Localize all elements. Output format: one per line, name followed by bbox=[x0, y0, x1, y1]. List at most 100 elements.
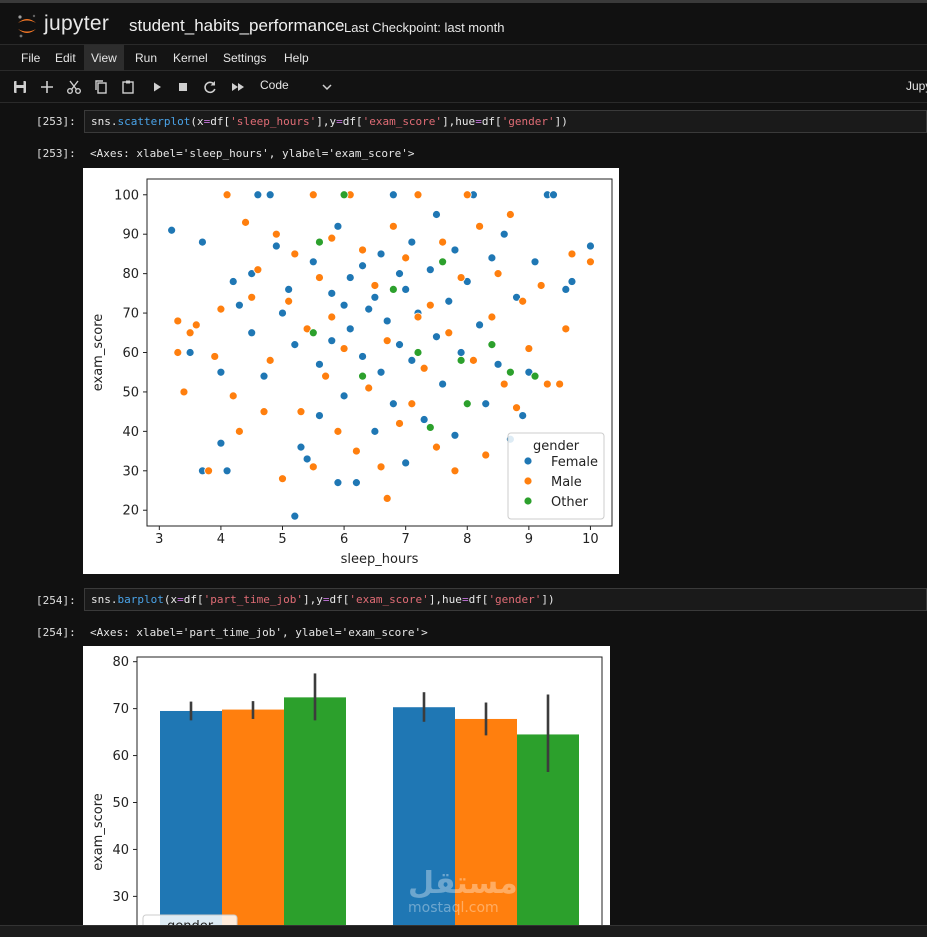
scatter-point bbox=[185, 328, 195, 338]
cell-type-select[interactable]: Code bbox=[260, 78, 289, 92]
scatter-point bbox=[432, 332, 441, 342]
chevron-down-icon[interactable] bbox=[320, 79, 334, 93]
scatter-point bbox=[173, 316, 183, 326]
scatter-point bbox=[339, 300, 349, 310]
scatter-point bbox=[370, 426, 380, 436]
scatter-point bbox=[487, 312, 497, 322]
notebook-title[interactable]: student_habits_performance bbox=[129, 16, 345, 35]
scatter-point bbox=[518, 411, 528, 420]
notebook-area: [253]: sns.scatterplot(x=df['sleep_hours… bbox=[0, 103, 927, 925]
menu-file[interactable]: File bbox=[21, 51, 41, 65]
y-tick-label: 50 bbox=[122, 385, 139, 400]
scatter-point bbox=[358, 371, 367, 381]
scatter-point bbox=[290, 340, 300, 350]
kernel-label[interactable]: Jupy bbox=[906, 79, 927, 93]
plus-icon[interactable] bbox=[37, 77, 57, 97]
scatter-point bbox=[247, 292, 257, 302]
scatter-point bbox=[278, 308, 287, 318]
legend-title: gender bbox=[533, 439, 580, 454]
y-tick-label: 30 bbox=[122, 464, 139, 479]
menu-kernel[interactable]: Kernel bbox=[173, 51, 208, 65]
scatter-point bbox=[536, 281, 546, 290]
scatter-point bbox=[234, 426, 244, 436]
scatter-point bbox=[259, 407, 269, 417]
scatter-plot: 3 4 5 6 7 8 9 10 20 30 40 50 60 70 80 90 100 sleep_hours e… bbox=[83, 168, 619, 574]
legend-marker bbox=[523, 476, 533, 486]
scatter-point bbox=[308, 328, 318, 338]
scatter-point bbox=[265, 190, 275, 200]
scissors-icon[interactable] bbox=[64, 77, 84, 97]
x-tick-label: 10 bbox=[582, 532, 599, 547]
code-cell-input[interactable]: sns.scatterplot(x=df['sleep_hours'],y=df… bbox=[84, 110, 927, 133]
scatter-point bbox=[469, 355, 478, 365]
scatter-point bbox=[499, 229, 509, 239]
scatter-point bbox=[339, 344, 349, 353]
scatter-point bbox=[512, 403, 521, 413]
scatter-point bbox=[401, 285, 411, 294]
restart-icon[interactable] bbox=[200, 77, 220, 97]
jupyter-logo-icon[interactable] bbox=[16, 12, 38, 40]
scatter-point bbox=[321, 371, 331, 381]
scatter-point bbox=[382, 493, 392, 503]
code-cell-input[interactable]: sns.barplot(x=df['part_time_job'],y=df['… bbox=[84, 588, 927, 611]
fast-forward-icon[interactable] bbox=[228, 77, 248, 97]
scatter-point bbox=[425, 423, 435, 432]
run-icon[interactable] bbox=[147, 77, 167, 97]
code-text: sns.barplot(x=df['part_time_job'],y=df['… bbox=[91, 593, 555, 606]
x-tick-label: 6 bbox=[340, 532, 348, 547]
menu-edit[interactable]: Edit bbox=[55, 51, 76, 65]
stop-icon[interactable] bbox=[173, 77, 193, 97]
scatter-point bbox=[247, 328, 257, 338]
copy-icon[interactable] bbox=[91, 77, 111, 97]
scatter-points bbox=[167, 190, 595, 521]
scatter-point bbox=[499, 379, 509, 389]
x-axis-label: sleep_hours bbox=[341, 552, 419, 567]
y-tick-label: 50 bbox=[112, 796, 129, 811]
save-icon[interactable] bbox=[10, 77, 30, 97]
scatter-point bbox=[401, 253, 411, 263]
scatter-point bbox=[228, 391, 238, 401]
scatter-point bbox=[475, 221, 484, 231]
scatter-point bbox=[419, 363, 429, 373]
scatter-point bbox=[425, 265, 435, 275]
scatter-point bbox=[487, 253, 497, 263]
menu-run[interactable]: Run bbox=[135, 51, 158, 65]
x-tick-label: 8 bbox=[463, 532, 471, 547]
x-tick-label: 5 bbox=[278, 532, 286, 547]
legend-entry: Female bbox=[551, 455, 598, 470]
input-prompt: [254]: bbox=[36, 594, 76, 607]
scatter-point bbox=[222, 190, 232, 200]
scatter-point bbox=[382, 316, 392, 326]
scatter-point bbox=[308, 462, 318, 472]
scatter-point bbox=[358, 261, 367, 271]
scatter-point bbox=[290, 511, 300, 521]
bar bbox=[455, 718, 517, 925]
paste-icon[interactable] bbox=[118, 77, 138, 97]
scatter-point bbox=[271, 229, 281, 239]
scatter-point bbox=[530, 371, 540, 381]
menu-view[interactable]: View bbox=[84, 45, 124, 71]
scatter-point bbox=[561, 324, 571, 334]
scatter-point bbox=[358, 245, 367, 255]
scatter-point bbox=[542, 379, 552, 389]
bar bbox=[222, 709, 284, 925]
scatter-point bbox=[388, 285, 398, 294]
scatter-point bbox=[462, 190, 472, 200]
scatter-point bbox=[395, 269, 404, 279]
menu-settings[interactable]: Settings bbox=[223, 51, 267, 65]
scatter-point bbox=[364, 383, 374, 393]
x-tick-label: 7 bbox=[402, 532, 410, 547]
scatter-point bbox=[388, 221, 398, 231]
scatter-point bbox=[358, 352, 367, 361]
scatter-point bbox=[561, 285, 571, 294]
scatter-point bbox=[419, 415, 429, 424]
scatter-point bbox=[555, 379, 565, 389]
y-tick-label: 40 bbox=[122, 425, 139, 440]
output-text: <Axes: xlabel='part_time_job', ylabel='e… bbox=[90, 626, 428, 639]
menu-help[interactable]: Help bbox=[284, 51, 309, 65]
scatter-point bbox=[234, 300, 244, 310]
scatter-point bbox=[302, 454, 312, 464]
y-tick-label: 40 bbox=[112, 843, 129, 858]
menu-bar: File Edit View Run Kernel Settings Help bbox=[0, 44, 927, 71]
legend-marker bbox=[523, 496, 533, 506]
